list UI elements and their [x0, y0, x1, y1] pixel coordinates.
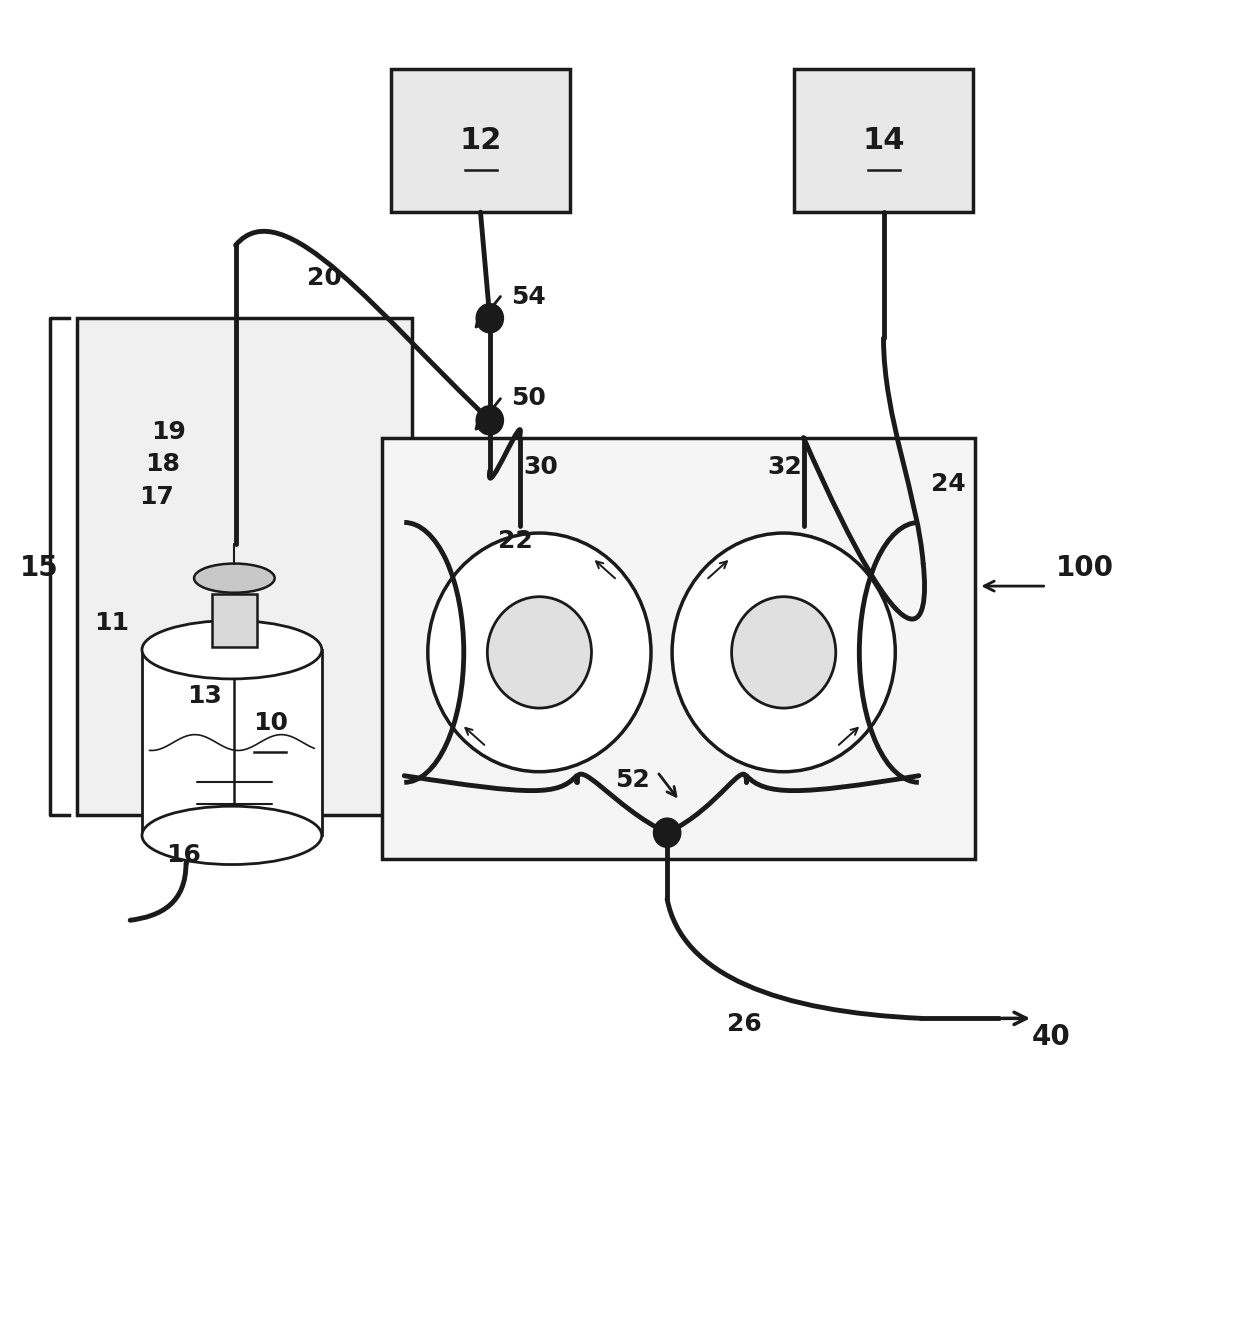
Text: 13: 13 [187, 684, 222, 708]
Bar [143, 650, 322, 835]
Bar [391, 69, 570, 212]
Bar [212, 594, 257, 647]
Text: 19: 19 [151, 420, 186, 444]
Text: 20: 20 [308, 267, 342, 290]
Text: 10: 10 [253, 711, 288, 735]
Text: 40: 40 [1032, 1022, 1071, 1052]
Ellipse shape [143, 621, 321, 679]
Text: 15: 15 [20, 553, 60, 582]
Bar [77, 318, 412, 815]
Ellipse shape [143, 806, 321, 865]
Text: 30: 30 [523, 455, 558, 479]
Text: 22: 22 [498, 529, 533, 553]
Text: 11: 11 [94, 611, 129, 635]
Text: 17: 17 [139, 485, 174, 509]
Circle shape [672, 533, 895, 772]
Text: 24: 24 [931, 472, 966, 496]
Circle shape [732, 597, 836, 708]
Circle shape [653, 818, 681, 847]
Text: 12: 12 [460, 126, 502, 155]
Circle shape [487, 597, 591, 708]
Text: 32: 32 [768, 455, 802, 479]
Text: 50: 50 [511, 386, 546, 410]
Text: 26: 26 [727, 1012, 761, 1036]
Circle shape [476, 406, 503, 435]
Text: 54: 54 [511, 285, 546, 309]
Bar [794, 69, 973, 212]
Circle shape [476, 304, 503, 333]
Text: 18: 18 [145, 452, 180, 476]
Text: 16: 16 [166, 843, 201, 867]
Text: 14: 14 [863, 126, 905, 155]
Circle shape [428, 533, 651, 772]
Bar [382, 438, 975, 859]
Ellipse shape [193, 564, 275, 593]
Text: 100: 100 [1056, 553, 1114, 582]
Text: 52: 52 [615, 768, 650, 792]
